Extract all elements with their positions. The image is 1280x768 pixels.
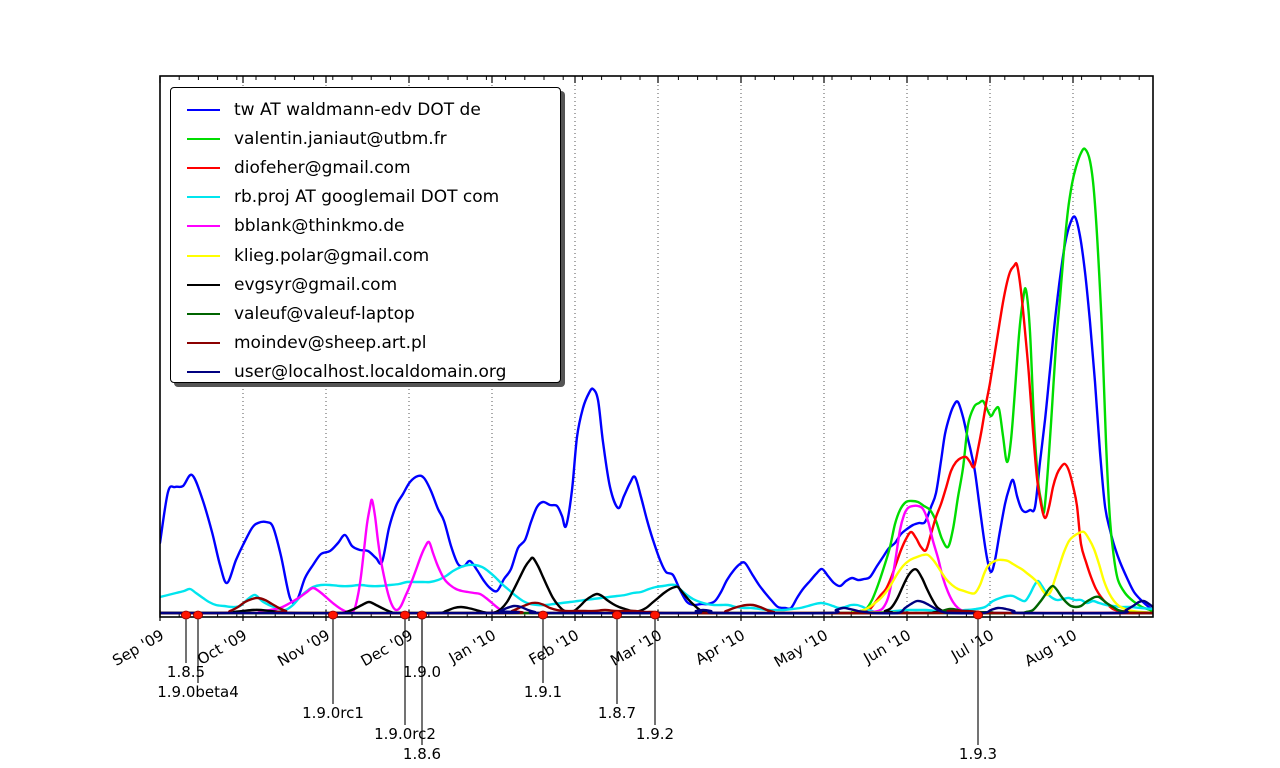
legend-series-label: valentin.janiaut@utbm.fr — [234, 128, 447, 149]
legend: tw AT waldmann-edv DOT de valentin.jania… — [170, 87, 561, 383]
legend-series-label: moindev@sheep.art.pl — [234, 333, 427, 354]
legend-line-swatch — [187, 166, 220, 169]
legend-line-swatch — [187, 225, 220, 228]
legend-item: valentin.janiaut@utbm.fr — [171, 124, 560, 153]
legend-series-label: tw AT waldmann-edv DOT de — [234, 99, 481, 120]
series-line — [160, 584, 1153, 615]
legend-item: valeuf@valeuf-laptop — [171, 299, 560, 328]
legend-line-swatch — [187, 342, 220, 345]
series-line — [160, 556, 1153, 615]
legend-item: bblank@thinkmo.de — [171, 212, 560, 241]
legend-line-swatch — [187, 108, 220, 111]
release-marker-dot — [650, 610, 661, 620]
release-version-label: 1.9.2 — [635, 725, 675, 743]
release-version-label: 1.9.3 — [958, 745, 998, 763]
legend-item: tw AT waldmann-edv DOT de — [171, 95, 560, 124]
legend-line-swatch — [187, 254, 220, 257]
legend-series-label: evgsyr@gmail.com — [234, 274, 398, 295]
legend-line-swatch — [187, 283, 220, 286]
legend-line-swatch — [187, 196, 220, 199]
release-version-label: 1.8.6 — [402, 745, 442, 763]
legend-item: user@localhost.localdomain.org — [171, 358, 560, 387]
series-line — [160, 563, 1153, 614]
series-lines — [160, 147, 1153, 615]
legend-series-label: bblank@thinkmo.de — [234, 216, 405, 237]
release-marker-dot — [538, 610, 549, 620]
legend-line-swatch — [187, 137, 220, 140]
release-marker-dot — [973, 610, 984, 620]
release-version-label: 1.9.0rc1 — [302, 704, 364, 722]
release-marker-dot — [612, 610, 623, 620]
legend-item: klieg.polar@gmail.com — [171, 241, 560, 270]
series-line — [160, 599, 1153, 615]
legend-series-label: diofeher@gmail.com — [234, 157, 411, 178]
release-marker-dot — [180, 610, 191, 620]
series-line — [160, 530, 1153, 615]
series-line — [160, 147, 1153, 615]
legend-series-label: user@localhost.localdomain.org — [234, 362, 507, 383]
legend-item: moindev@sheep.art.pl — [171, 329, 560, 358]
legend-series-label: klieg.polar@gmail.com — [234, 245, 430, 266]
legend-series-label: valeuf@valeuf-laptop — [234, 303, 415, 324]
legend-item: evgsyr@gmail.com — [171, 270, 560, 299]
release-marker-dot — [192, 610, 203, 620]
release-version-label: 1.9.0rc2 — [374, 725, 436, 743]
release-marker-dot — [416, 610, 427, 620]
legend-line-swatch — [187, 371, 220, 374]
legend-line-swatch — [187, 312, 220, 315]
legend-item: rb.proj AT googlemail DOT com — [171, 183, 560, 212]
release-version-label: 1.8.7 — [597, 704, 637, 722]
legend-series-label: rb.proj AT googlemail DOT com — [234, 187, 500, 208]
release-version-label: 1.9.0beta4 — [157, 683, 239, 701]
series-line — [160, 215, 1153, 612]
release-marker-dot — [327, 610, 338, 620]
release-version-label: 1.9.1 — [523, 683, 563, 701]
release-version-label: 1.9.0 — [402, 663, 442, 681]
legend-item: diofeher@gmail.com — [171, 153, 560, 182]
release-marker-dot — [399, 610, 410, 620]
release-version-label: 1.8.5 — [166, 663, 206, 681]
